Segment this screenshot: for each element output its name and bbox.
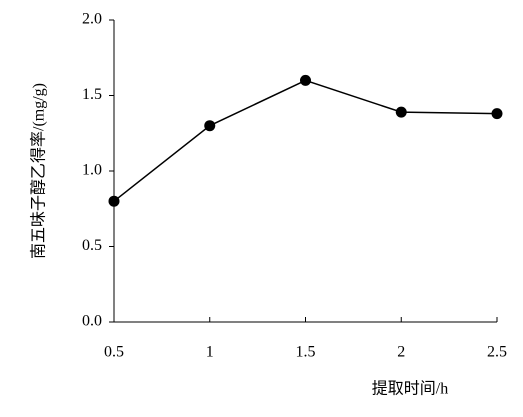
- y-tick-label: 2.0: [82, 11, 102, 28]
- x-tick-label: 1.5: [296, 344, 316, 361]
- data-point: [300, 74, 311, 86]
- y-axis-label: 南五味子醇乙得率/(mg/g): [30, 83, 48, 259]
- x-tick-label: 0.5: [104, 344, 124, 361]
- x-tick-label: 1: [206, 344, 214, 361]
- data-line: [113, 79, 498, 202]
- data-point: [395, 106, 407, 118]
- y-tick-label: 1.0: [82, 162, 102, 179]
- x-axis-label: 提取时间/h: [372, 380, 448, 398]
- data-point: [491, 108, 503, 120]
- x-tick-label: 2.5: [487, 344, 507, 361]
- data-point: [108, 195, 120, 207]
- y-tick-label: 0.0: [82, 313, 102, 330]
- x-tick-label: 2: [397, 344, 405, 361]
- y-tick-label: 0.5: [82, 237, 102, 254]
- data-point: [204, 120, 216, 132]
- y-tick-label: 1.5: [82, 86, 102, 103]
